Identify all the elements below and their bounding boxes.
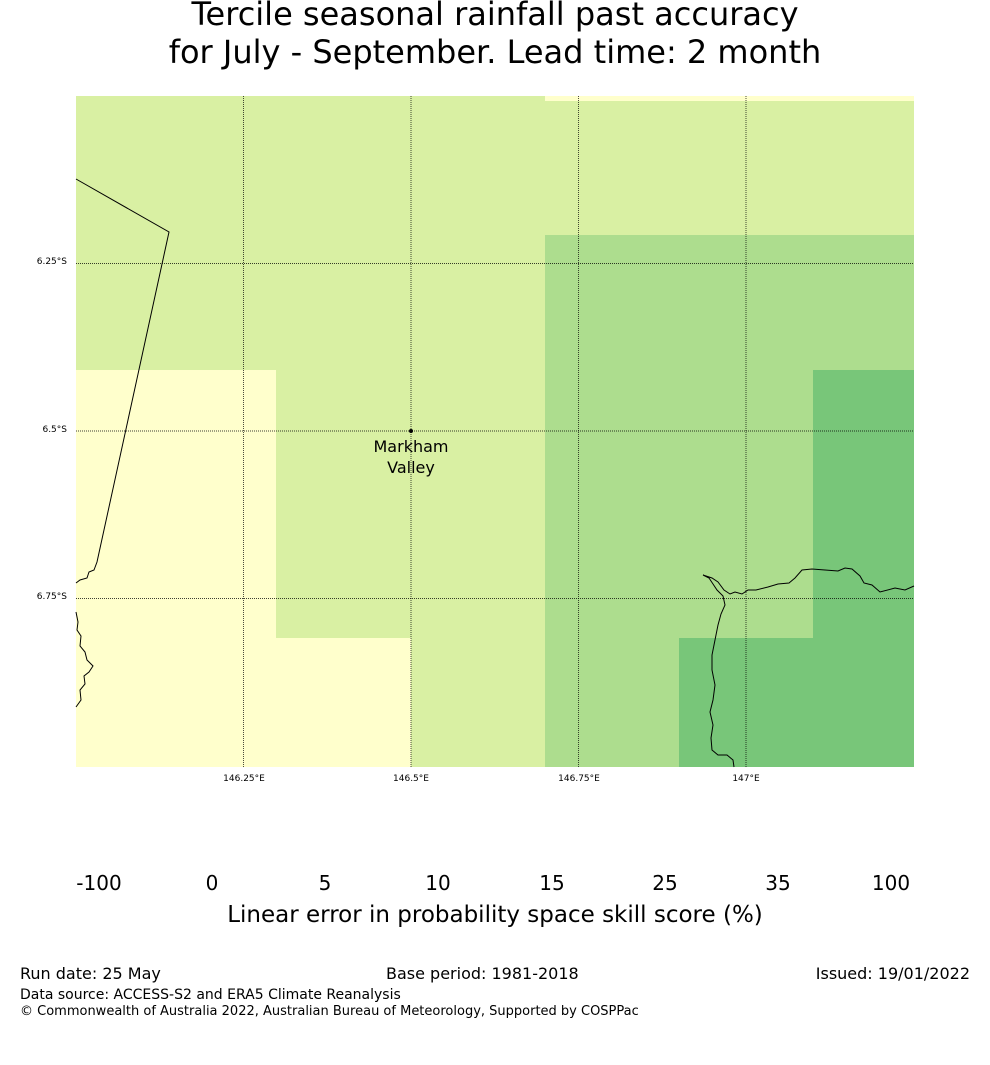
province-border xyxy=(75,178,170,584)
data-source: Data source: ACCESS-S2 and ERA5 Climate … xyxy=(20,987,401,1003)
base-period: Base period: 1981-2018 xyxy=(386,964,579,983)
skill-score-map xyxy=(75,96,915,768)
colorbar-tick-label: 25 xyxy=(652,871,678,895)
colorbar-tick-label: 5 xyxy=(318,871,332,895)
skill-cell-15-25 xyxy=(679,638,914,767)
lon-label: 146.25°E xyxy=(223,774,265,784)
issued-date: Issued: 19/01/2022 xyxy=(815,964,970,983)
skill-cell-0-5 xyxy=(276,638,411,767)
colorbar-tick-label: 15 xyxy=(539,871,565,895)
colorbar-tick-label: -100 xyxy=(76,871,122,895)
skill-cell-0-5 xyxy=(76,370,276,767)
lat-label: 6.5°S xyxy=(42,425,67,435)
map-coastlines xyxy=(75,178,915,768)
lat-label: 6.75°S xyxy=(36,592,67,602)
map-title-line-1: Tercile seasonal rainfall past accuracy xyxy=(191,0,799,33)
skill-cell-0-5 xyxy=(545,96,914,101)
colorbar-tick-label: 100 xyxy=(871,871,911,895)
lon-label: 147°E xyxy=(732,774,760,784)
place-name-line-1: Markham xyxy=(373,437,449,456)
copyright-notice: © Commonwealth of Australia 2022, Austra… xyxy=(20,1004,639,1019)
western-coastline xyxy=(75,611,94,708)
place-name-line-2: Valley xyxy=(387,458,435,477)
colorbar-tick-label: 35 xyxy=(765,871,791,895)
huon-gulf-coastline xyxy=(702,567,915,768)
map-gridlines xyxy=(76,96,914,767)
map-title-line-2: for July - September. Lead time: 2 month xyxy=(168,33,822,71)
colorbar-tick-label: 0 xyxy=(205,871,219,895)
run-date: Run date: 25 May xyxy=(20,964,161,983)
markham-valley-marker xyxy=(409,429,413,433)
lon-label: 146.5°E xyxy=(393,774,429,784)
lat-label: 6.25°S xyxy=(36,257,67,267)
colorbar-title: Linear error in probability space skill … xyxy=(227,902,763,928)
lon-label: 146.75°E xyxy=(558,774,600,784)
place-label-markham-valley: Markham Valley xyxy=(351,436,471,478)
colorbar-tick-label: 10 xyxy=(425,871,451,895)
